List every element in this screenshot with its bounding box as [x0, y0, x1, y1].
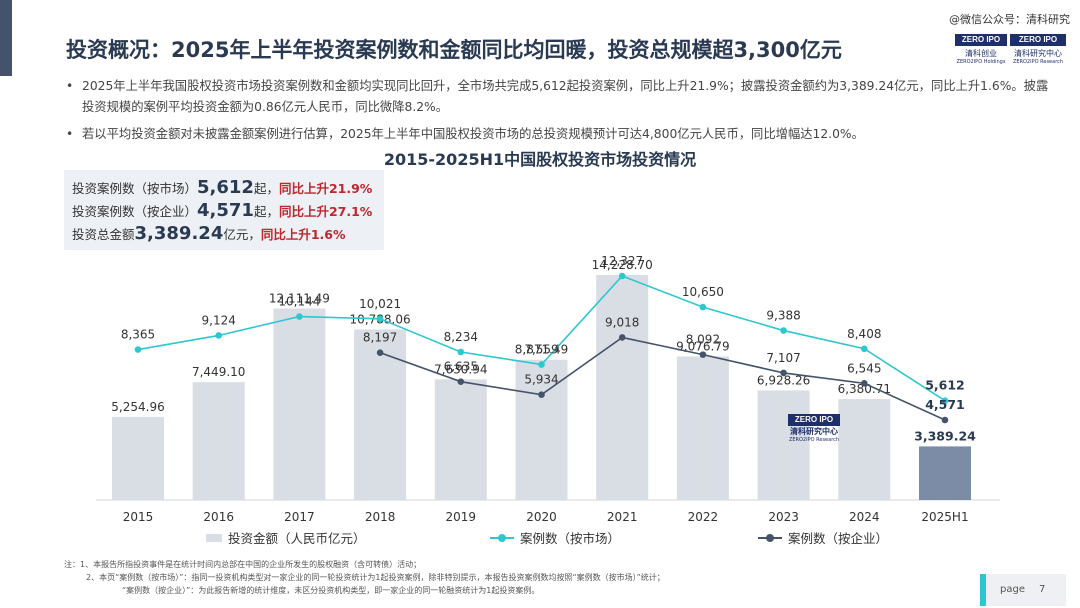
legend-amount: 投资金额（人民币亿元） — [206, 528, 366, 547]
bar-label-2023: 6,928.26 — [757, 373, 810, 387]
bar-2021 — [596, 275, 649, 500]
note-1: 注：1、本报告所指投资事件是在统计时间内总部在中国的企业所发生的股权融资（含可转… — [64, 560, 422, 569]
market-cases-point-2015 — [134, 346, 142, 353]
company-cases-label-2021: 9,018 — [605, 315, 639, 329]
title-accent-bar — [0, 0, 12, 76]
company-cases-label-2024: 6,545 — [847, 361, 881, 375]
market-cases-point-2019 — [457, 348, 465, 356]
market-cases-label-2015: 8,365 — [121, 328, 155, 342]
legend-market-cases: 案例数（按市场） — [490, 528, 620, 547]
bar-label-2017: 12,111.49 — [269, 291, 330, 305]
page-number: 7 — [1038, 584, 1046, 595]
summary-bullets: 2025年上半年我国股权投资市场投资案例数和金额均实现同比回升，全市场共完成5,… — [64, 76, 1054, 151]
market-cases-label-2016: 9,124 — [202, 313, 236, 327]
stats-box: 投资案例数（按市场）5,612起，同比上升21.9% 投资案例数（按企业）4,5… — [64, 170, 384, 250]
bar-2017 — [273, 308, 326, 500]
company-cases-label-2019: 6,635 — [444, 360, 478, 374]
company-cases-point-2024 — [861, 380, 868, 387]
legend-company-cases: 案例数（按企业） — [758, 528, 888, 547]
x-tick-2018: 2018 — [365, 510, 396, 524]
footnotes: 注：1、本报告所指投资事件是在统计时间内总部在中国的企业所发生的股权融资（含可转… — [64, 558, 864, 597]
company-cases-point-2021 — [618, 334, 626, 341]
market-cases-label-2022: 10,650 — [682, 285, 724, 299]
bar-2015 — [112, 416, 164, 500]
bar-label-2025H1: 3,389.24 — [914, 428, 976, 443]
market-cases-point-2020 — [538, 361, 545, 368]
company-cases-point-2018 — [376, 349, 384, 356]
x-tick-2019: 2019 — [446, 510, 477, 524]
bar-label-2015: 5,254.96 — [111, 400, 164, 414]
market-cases-point-2025H1 — [941, 397, 949, 404]
market-cases-label-2020: 7,559 — [524, 343, 558, 357]
market-cases-label-2021: 12,327 — [601, 254, 643, 268]
chart-title: 2015-2025H1中国股权投资市场投资情况 — [383, 150, 697, 169]
zero2ipo-holdings-logo: ZERO IPO 清科创业 ZERO2IPO Holdings — [955, 34, 1007, 65]
market-cases-point-2017 — [296, 313, 303, 320]
bar-label-2016: 7,449.10 — [192, 365, 245, 379]
company-cases-label-2022: 8,092 — [686, 333, 720, 347]
market-cases-point-2024 — [861, 345, 868, 353]
company-cases-point-2022 — [699, 351, 707, 358]
bar-2023 — [757, 390, 810, 500]
zero2ipo-research-logo: ZERO IPO 清科研究中心 ZERO2IPO Research — [1010, 34, 1066, 65]
market-cases-point-2016 — [215, 332, 222, 339]
company-cases-point-2019 — [457, 378, 465, 385]
x-tick-2016: 2016 — [203, 510, 234, 524]
market-cases-label-2025H1: 5,612 — [925, 378, 965, 393]
company-cases-label-2023: 7,107 — [766, 351, 800, 365]
market-cases-point-2023 — [780, 327, 787, 334]
bar-2022 — [676, 356, 729, 500]
company-cases-line — [379, 336, 946, 421]
note-2: 2、本页“案例数（按市场）”：指同一投资机构类型对一家企业的同一轮投资统计为1起… — [86, 573, 665, 582]
chart-watermark-logo: ZERO IPO 清科研究中心 ZERO2IPO Research — [788, 414, 840, 443]
legend-bar-swatch — [206, 533, 222, 542]
bar-2024 — [838, 399, 891, 500]
market-cases-label-2018: 10,021 — [359, 297, 401, 311]
company-cases-label-2018: 8,197 — [363, 331, 397, 345]
x-tick-2015: 2015 — [123, 510, 154, 524]
market-cases-label-2024: 8,408 — [847, 327, 881, 341]
x-tick-2024: 2024 — [849, 510, 880, 524]
watermark: @微信公众号：清科研究 — [949, 13, 1070, 26]
bar-label-2024: 6,380.71 — [838, 382, 891, 396]
bar-2019 — [434, 379, 487, 500]
bar-label-2022: 9,076.79 — [676, 339, 729, 353]
company-cases-label-2025H1: 4,571 — [925, 397, 965, 412]
bar-2018 — [354, 329, 407, 500]
market-cases-point-2022 — [699, 303, 707, 311]
page-title: 投资概况：2025年上半年投资案例数和金额同比均回暖，投资总规模超3,300亿元 — [66, 38, 842, 62]
x-tick-2021: 2021 — [607, 510, 638, 524]
bar-label-2021: 14,228.70 — [592, 258, 653, 272]
chart-legend: 投资金额（人民币亿元） 案例数（按市场） 案例数（按企业） — [0, 528, 1080, 546]
stat-total-amount: 投资总金额3,389.24亿元，同比上升1.6% — [72, 223, 346, 244]
bullet-2: 若以平均投资金额对未披露金额案例进行估算，2025年上半年中国股权投资市场的总投… — [64, 124, 1054, 145]
x-tick-2025H1: 2025H1 — [921, 510, 968, 524]
company-cases-point-2025H1 — [941, 416, 949, 424]
market-cases-label-2023: 9,388 — [766, 309, 800, 323]
stat-company-cases: 投资案例数（按企业）4,571起，同比上升27.1% — [72, 200, 373, 221]
x-tick-2020: 2020 — [526, 510, 557, 524]
company-cases-label-2020: 5,934 — [524, 373, 558, 387]
legend-market-swatch — [490, 533, 514, 542]
market-cases-point-2018 — [376, 315, 384, 323]
stat-market-cases: 投资案例数（按市场）5,612起，同比上升21.9% — [72, 177, 373, 198]
bar-label-2019: 7,630.94 — [434, 362, 487, 376]
x-tick-2023: 2023 — [768, 510, 799, 524]
company-cases-point-2023 — [780, 369, 787, 377]
note-3: “案例数（按企业）”：为此报告新增的统计维度，未区分投资机构类型，即一家企业的同… — [122, 586, 540, 595]
market-cases-label-2019: 8,234 — [444, 330, 478, 344]
bullet-1: 2025年上半年我国股权投资市场投资案例数和金额均实现同比回升，全市场共完成5,… — [64, 76, 1054, 118]
market-cases-label-2017: 10,144 — [278, 295, 320, 309]
company-cases-point-2020 — [538, 391, 545, 398]
x-tick-2017: 2017 — [284, 510, 315, 524]
bar-2025H1 — [919, 446, 971, 500]
market-cases-point-2021 — [618, 272, 626, 280]
bar-2016 — [192, 382, 245, 500]
legend-company-swatch — [758, 533, 782, 542]
page-indicator: page 7 — [980, 574, 1066, 606]
bar-label-2020: 8,871.49 — [515, 343, 568, 357]
x-tick-2022: 2022 — [688, 510, 719, 524]
